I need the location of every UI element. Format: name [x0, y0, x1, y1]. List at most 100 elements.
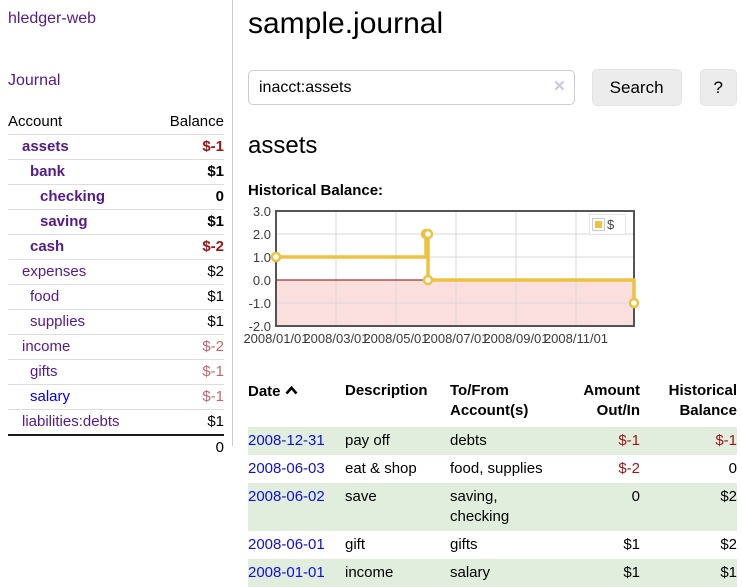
- account-link-salary[interactable]: salary: [30, 388, 71, 405]
- account-row: food $1: [8, 284, 224, 310]
- transaction-balance: $1: [640, 559, 737, 587]
- x-tick: 2008/05/01: [363, 331, 429, 346]
- chart-title: Historical Balance:: [248, 182, 384, 199]
- account-balance: $-1: [153, 359, 224, 385]
- account-link-assets[interactable]: assets: [22, 138, 69, 155]
- register-header-accounts: To/From Account(s): [450, 382, 529, 419]
- y-tick: 2.0: [252, 227, 271, 242]
- transaction-description: income: [345, 559, 450, 587]
- account-link-bank[interactable]: bank: [30, 163, 66, 180]
- accounts-table: Account Balance assets $-1 bank $1 check…: [8, 110, 224, 460]
- y-tick: 1.0: [252, 250, 271, 265]
- sidebar-item-journal[interactable]: Journal: [8, 72, 61, 89]
- search-input[interactable]: [248, 70, 575, 105]
- account-balance: $-1: [153, 384, 224, 410]
- account-balance: $1: [153, 409, 224, 435]
- register-row: 2008-12-31 pay off debts $-1 $-1: [248, 427, 737, 455]
- transaction-balance: $2: [720, 536, 737, 553]
- transaction-date-link[interactable]: 2008-12-31: [248, 432, 325, 449]
- legend-label: $: [607, 217, 615, 232]
- transaction-description: gift: [345, 536, 366, 553]
- account-balance: $1: [153, 209, 224, 235]
- page-title: sample.journal: [248, 7, 444, 40]
- accounts-total-balance: 0: [153, 434, 224, 460]
- account-row: assets $-1: [8, 134, 224, 160]
- historical-balance-chart: 3.0 2.0 1.0 0.0 -1.0 -2.0: [240, 204, 642, 357]
- account-balance: $-1: [153, 134, 224, 160]
- account-balance: $-2: [153, 334, 224, 360]
- register-header-balance: Historical Balance: [668, 382, 737, 419]
- sidebar: hledger-web Journal Account Balance asse…: [0, 0, 233, 460]
- register-header-date-label: Date: [248, 383, 281, 400]
- account-row: liabilities:debts $1: [8, 409, 224, 435]
- x-tick: 2008/07/01: [423, 331, 489, 346]
- transaction-amount: $1: [623, 536, 640, 553]
- transaction-date-link[interactable]: 2008-06-01: [248, 536, 325, 553]
- account-link-checking[interactable]: checking: [40, 188, 106, 205]
- register-row: 2008-06-02 save saving, checking 0 $2: [248, 483, 737, 531]
- account-link-saving[interactable]: saving: [40, 213, 88, 230]
- account-balance: $1: [153, 284, 224, 310]
- account-balance: $1: [153, 159, 224, 185]
- account-row: expenses $2: [8, 259, 224, 285]
- account-balance: $1: [153, 309, 224, 335]
- account-row: bank $1: [8, 159, 224, 185]
- register-header-amount: Amount Out/In: [583, 382, 640, 419]
- account-balance: 0: [153, 184, 224, 210]
- accounts-total-row: 0: [8, 434, 224, 460]
- register-row: 2008-06-01 gift gifts $1 $2: [248, 531, 737, 559]
- transaction-accounts: food, supplies: [450, 460, 543, 477]
- transaction-accounts: saving, checking: [450, 483, 555, 531]
- register-header-description: Description: [345, 382, 428, 399]
- x-tick: 2008/03/01: [303, 331, 369, 346]
- transaction-description: eat & shop: [345, 460, 417, 477]
- account-link-gifts[interactable]: gifts: [30, 363, 58, 380]
- transaction-amount: $-2: [618, 460, 640, 477]
- search-button[interactable]: Search: [591, 69, 682, 106]
- chart-canvas: [270, 210, 640, 327]
- x-tick: 2008/01/01: [243, 331, 309, 346]
- y-tick: -2.0: [248, 319, 271, 334]
- chart-legend: $: [589, 214, 626, 235]
- transaction-balance: 0: [728, 460, 737, 477]
- account-row: supplies $1: [8, 309, 224, 335]
- register-table: Date Description To/From Account(s) Amou…: [248, 379, 737, 587]
- transaction-amount: $-1: [555, 427, 640, 455]
- account-link-cash[interactable]: cash: [30, 238, 65, 255]
- register-row: 2008-01-01 income salary $1 $1: [248, 559, 737, 587]
- account-balance: $2: [153, 259, 224, 285]
- transaction-balance: $-1: [640, 427, 737, 455]
- account-row: salary $-1: [8, 384, 224, 410]
- search-bar: ✕ Search ?: [248, 69, 737, 106]
- transaction-date-link[interactable]: 2008-06-03: [248, 460, 325, 477]
- account-link-liabilities-debts[interactable]: liabilities:debts: [22, 413, 120, 430]
- sort-ascending-icon: [285, 381, 298, 401]
- transaction-description: pay off: [345, 427, 450, 455]
- account-row: cash $-2: [8, 234, 224, 260]
- transaction-accounts: gifts: [450, 536, 478, 553]
- account-row: saving $1: [8, 209, 224, 235]
- account-link-income[interactable]: income: [22, 338, 71, 355]
- account-link-supplies[interactable]: supplies: [30, 313, 86, 330]
- transaction-date-link[interactable]: 2008-01-01: [248, 564, 325, 581]
- account-row: checking 0: [8, 184, 224, 210]
- y-tick: 3.0: [252, 204, 271, 219]
- account-balance: $-2: [153, 234, 224, 260]
- transaction-amount: $1: [555, 559, 640, 587]
- account-link-food[interactable]: food: [30, 288, 60, 305]
- transaction-accounts: salary: [450, 559, 555, 587]
- register-row: 2008-06-03 eat & shop food, supplies $-2…: [248, 455, 737, 483]
- y-tick: -1.0: [248, 296, 271, 311]
- main-content: sample.journal ✕ Search ? assets Histori…: [243, 0, 737, 587]
- account-page-title: assets: [248, 132, 318, 159]
- transaction-balance: $2: [640, 483, 737, 531]
- clear-search-icon[interactable]: ✕: [553, 78, 566, 95]
- register-header-date[interactable]: Date: [248, 379, 345, 427]
- transaction-date-link[interactable]: 2008-06-02: [248, 488, 325, 505]
- accounts-header-balance: Balance: [169, 113, 224, 130]
- help-button[interactable]: ?: [699, 69, 737, 106]
- legend-swatch: [592, 218, 605, 231]
- app-title-link[interactable]: hledger-web: [8, 10, 97, 27]
- account-row: income $-2: [8, 334, 224, 360]
- account-link-expenses[interactable]: expenses: [22, 263, 87, 280]
